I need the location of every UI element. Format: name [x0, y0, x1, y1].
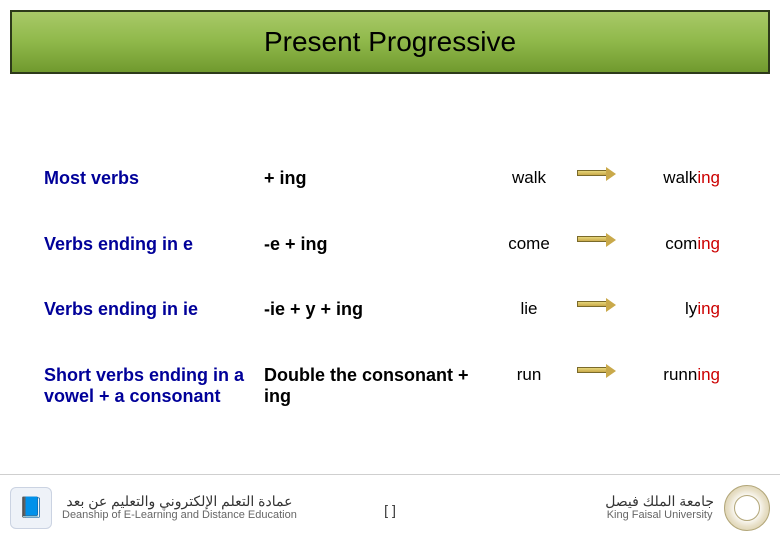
arrow-cell [574, 234, 610, 242]
result-stem: walk [663, 168, 697, 187]
arrow-icon [577, 236, 607, 242]
footer: 📘 عمادة التعلم الإلكتروني والتعليم عن بع… [0, 474, 780, 540]
result-suffix: ing [697, 365, 720, 384]
rule: -e + ing [264, 234, 484, 256]
result-stem: com [665, 234, 697, 253]
footer-right-en: King Faisal University [605, 509, 714, 522]
arrow-cell [574, 168, 610, 176]
example-base: come [484, 234, 574, 254]
example-result: lying [610, 299, 720, 319]
footer-right-text: جامعة الملك فيصل King Faisal University [605, 493, 714, 523]
example-result: running [610, 365, 720, 385]
result-suffix: ing [697, 299, 720, 318]
example-base: lie [484, 299, 574, 319]
example-base: walk [484, 168, 574, 188]
footer-right-ar: جامعة الملك فيصل [605, 493, 714, 510]
example-base: run [484, 365, 574, 385]
rules-table: Most verbs + ing walk walking Verbs endi… [44, 168, 736, 408]
result-stem: runn [663, 365, 697, 384]
footer-left-en: Deanship of E-Learning and Distance Educ… [62, 509, 297, 522]
university-seal-icon [724, 485, 770, 531]
rule: Double the consonant + ing [264, 365, 484, 408]
verb-type: Most verbs [44, 168, 264, 190]
footer-right: جامعة الملك فيصل King Faisal University [605, 485, 770, 531]
footer-left: 📘 عمادة التعلم الإلكتروني والتعليم عن بع… [10, 487, 297, 529]
arrow-icon [577, 301, 607, 307]
rule: + ing [264, 168, 484, 190]
footer-left-text: عمادة التعلم الإلكتروني والتعليم عن بعد … [62, 493, 297, 523]
page-title: Present Progressive [264, 26, 516, 58]
footer-left-ar: عمادة التعلم الإلكتروني والتعليم عن بعد [62, 493, 297, 510]
arrow-cell [574, 299, 610, 307]
arrow-icon [577, 170, 607, 176]
arrow-icon [577, 367, 607, 373]
verb-type: Verbs ending in e [44, 234, 264, 256]
title-bar: Present Progressive [10, 10, 770, 74]
result-suffix: ing [697, 234, 720, 253]
result-suffix: ing [697, 168, 720, 187]
arrow-cell [574, 365, 610, 373]
verb-type: Short verbs ending in a vowel + a conson… [44, 365, 264, 408]
example-result: coming [610, 234, 720, 254]
footer-center: [ ] [384, 502, 396, 518]
result-stem: ly [685, 299, 697, 318]
verb-type: Verbs ending in ie [44, 299, 264, 321]
rule: -ie + y + ing [264, 299, 484, 321]
book-icon: 📘 [10, 487, 52, 529]
example-result: walking [610, 168, 720, 188]
